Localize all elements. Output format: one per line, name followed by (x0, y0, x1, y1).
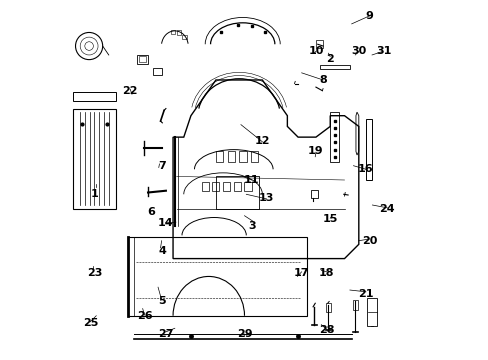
Text: 18: 18 (318, 268, 334, 278)
Text: 9: 9 (365, 11, 373, 21)
Text: 8: 8 (319, 75, 326, 85)
Text: 24: 24 (379, 203, 394, 213)
Bar (319, 65, 349, 69)
Bar (329, 112, 339, 162)
Bar (239, 152, 246, 162)
Bar (216, 176, 258, 208)
Text: 10: 10 (307, 46, 323, 57)
Text: 23: 23 (86, 268, 102, 278)
Bar (177, 31, 181, 35)
Bar (223, 182, 230, 191)
Text: 12: 12 (254, 136, 269, 146)
Bar (365, 119, 372, 180)
Text: 21: 21 (358, 289, 373, 299)
Text: 13: 13 (258, 193, 273, 203)
Bar (310, 190, 317, 198)
Bar (137, 55, 148, 64)
Text: 2: 2 (325, 54, 333, 64)
Bar (244, 182, 251, 191)
Text: 27: 27 (158, 329, 173, 339)
Bar (212, 182, 219, 191)
Bar (73, 109, 116, 208)
Text: 19: 19 (307, 147, 323, 157)
Text: 22: 22 (122, 86, 138, 96)
Bar (315, 40, 323, 48)
Text: 29: 29 (236, 329, 252, 339)
Text: 11: 11 (244, 175, 259, 185)
Text: 3: 3 (247, 221, 255, 231)
Bar (251, 152, 258, 162)
Text: 25: 25 (83, 318, 99, 328)
Bar (352, 300, 357, 310)
Bar (366, 298, 376, 327)
Bar (73, 93, 116, 102)
Text: 15: 15 (322, 214, 337, 224)
Bar (227, 152, 234, 162)
Bar (216, 152, 223, 162)
Text: 7: 7 (158, 161, 166, 171)
Text: 6: 6 (147, 207, 155, 217)
Text: 14: 14 (158, 218, 173, 228)
Text: 5: 5 (158, 296, 166, 306)
Bar (153, 68, 162, 75)
Text: 17: 17 (293, 268, 309, 278)
Bar (233, 182, 241, 191)
Text: 16: 16 (357, 164, 373, 174)
Text: 28: 28 (318, 325, 334, 335)
Text: 20: 20 (361, 236, 376, 246)
Bar (139, 57, 146, 62)
Text: 1: 1 (90, 189, 98, 199)
Text: 30: 30 (350, 46, 366, 57)
Bar (182, 35, 186, 39)
Bar (325, 303, 330, 312)
Text: 31: 31 (375, 46, 391, 57)
Bar (170, 30, 174, 34)
Bar (201, 182, 208, 191)
Text: 26: 26 (136, 311, 152, 321)
Text: 4: 4 (158, 247, 166, 256)
